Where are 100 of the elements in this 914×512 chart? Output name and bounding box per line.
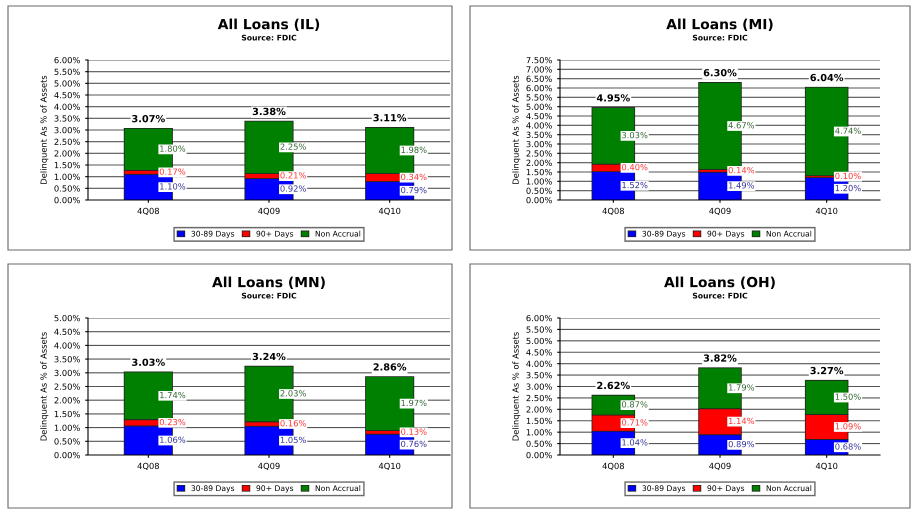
- data-label: 3.03%: [622, 132, 648, 138]
- data-label: 1.74%: [160, 392, 186, 398]
- y-tick-label: 3.50%: [54, 356, 80, 362]
- y-tick-label: 2.00%: [54, 397, 80, 404]
- data-label: 0.68%: [835, 443, 861, 450]
- y-tick-label: 4.50%: [526, 112, 552, 120]
- y-tick-label: 5.00%: [54, 80, 80, 87]
- y-tick-label: 2.00%: [54, 150, 80, 157]
- y-tick-label: 2.50%: [526, 150, 552, 157]
- y-axis-title: Delinquent As % of Assets: [40, 76, 48, 184]
- data-label: 0.10%: [835, 172, 861, 180]
- y-tick-label: 3.00%: [526, 383, 552, 390]
- data-label: 0.21%: [280, 172, 306, 178]
- data-label: 4.74%: [835, 128, 861, 134]
- data-label: 0.17%: [160, 168, 186, 175]
- y-tick-label: 5.50%: [526, 326, 552, 333]
- data-label: 1.05%: [280, 436, 306, 444]
- total-label: 3.07%: [132, 114, 165, 122]
- y-tick-label: 5.00%: [526, 338, 552, 344]
- x-tick-label: 4Q09: [258, 462, 280, 470]
- y-tick-label: 0.00%: [54, 196, 80, 204]
- y-tick-label: 7.50%: [526, 56, 552, 64]
- data-label: 1.79%: [729, 384, 754, 391]
- x-tick-label: 4Q09: [709, 208, 731, 216]
- y-tick-label: 5.50%: [54, 68, 80, 75]
- x-tick-label: 4Q10: [378, 462, 400, 470]
- data-label: 0.79%: [401, 186, 427, 194]
- chart-title: All Loans (OH): [664, 276, 775, 289]
- total-label: 3.27%: [810, 366, 844, 374]
- y-tick-label: 1.50%: [54, 410, 80, 418]
- y-tick-label: 0.50%: [526, 440, 552, 447]
- data-label: 0.16%: [280, 420, 306, 426]
- y-tick-label: 0.50%: [54, 438, 80, 445]
- x-tick-label: 4Q10: [816, 462, 838, 470]
- total-label: 3.82%: [704, 354, 737, 362]
- total-label: 3.24%: [252, 352, 286, 360]
- y-tick-label: 4.50%: [54, 92, 80, 98]
- y-tick-label: 4.00%: [54, 342, 80, 349]
- x-tick-label: 4Q09: [709, 462, 731, 470]
- data-label: 0.87%: [622, 401, 648, 408]
- data-label: 1.80%: [160, 145, 186, 152]
- y-axis-title: Delinquent As % of Assets: [40, 332, 48, 440]
- y-tick-label: 6.00%: [526, 84, 552, 92]
- data-label: 1.04%: [622, 439, 648, 446]
- chart-title: All Loans (IL): [218, 18, 320, 31]
- y-tick-label: 3.00%: [54, 126, 80, 134]
- y-tick-label: 3.50%: [526, 132, 552, 138]
- data-label: 1.97%: [401, 400, 427, 406]
- y-tick-label: 3.00%: [526, 140, 552, 148]
- y-tick-label: 1.00%: [54, 174, 80, 180]
- y-tick-label: 6.00%: [54, 56, 80, 64]
- y-tick-label: 1.00%: [526, 178, 552, 185]
- data-label: 0.23%: [160, 418, 186, 426]
- y-tick-label: 1.00%: [526, 429, 552, 436]
- data-label: 0.14%: [728, 166, 754, 174]
- total-label: 2.86%: [374, 363, 406, 371]
- y-tick-label: 3.50%: [526, 372, 552, 378]
- data-label: 0.76%: [401, 440, 427, 448]
- data-label: 1.10%: [160, 183, 186, 190]
- y-tick-label: 5.00%: [526, 104, 552, 110]
- chart-title: All Loans (MN): [212, 276, 325, 289]
- total-label: 3.38%: [252, 108, 286, 116]
- y-tick-label: 2.00%: [526, 406, 552, 413]
- y-tick-label: 0.00%: [54, 452, 80, 458]
- y-tick-label: 4.00%: [526, 122, 552, 129]
- y-tick-label: 0.50%: [54, 185, 80, 192]
- data-label: 1.06%: [160, 436, 186, 443]
- y-tick-label: 5.00%: [54, 314, 80, 322]
- total-label: 3.03%: [132, 358, 165, 366]
- y-tick-label: 1.50%: [526, 168, 552, 176]
- total-label: 6.04%: [810, 74, 844, 82]
- data-label: 2.03%: [280, 390, 306, 396]
- data-label: 1.98%: [401, 146, 427, 153]
- data-label: 1.52%: [622, 182, 648, 188]
- y-tick-label: 0.00%: [526, 452, 552, 458]
- y-tick-label: 1.50%: [54, 162, 80, 168]
- x-tick-label: 4Q10: [378, 208, 400, 216]
- y-tick-label: 7.00%: [526, 66, 552, 73]
- y-tick-label: 3.00%: [54, 370, 80, 376]
- y-tick-label: 2.00%: [526, 160, 552, 166]
- data-label: 0.40%: [622, 164, 648, 170]
- data-label: 1.20%: [836, 184, 861, 192]
- y-axis-title: Delinquent As % of Assets: [512, 76, 520, 184]
- y-tick-label: 1.50%: [526, 418, 552, 424]
- y-tick-label: 4.00%: [54, 104, 80, 110]
- y-tick-label: 2.50%: [54, 383, 80, 390]
- x-tick-label: 4Q09: [258, 208, 280, 216]
- y-tick-label: 4.50%: [526, 349, 552, 356]
- data-label: 0.92%: [280, 185, 306, 192]
- x-tick-label: 4Q08: [602, 208, 624, 216]
- total-label: 6.30%: [704, 68, 737, 76]
- total-label: 2.62%: [597, 382, 630, 390]
- total-label: 3.11%: [373, 114, 406, 122]
- chart-title: All Loans (MI): [666, 18, 773, 31]
- y-axis-title: Delinquent As % of Assets: [512, 332, 520, 440]
- y-tick-label: 0.50%: [526, 188, 552, 194]
- data-label: 2.25%: [280, 144, 306, 150]
- data-label: 1.50%: [836, 394, 861, 400]
- y-tick-label: 5.50%: [526, 94, 552, 101]
- y-tick-label: 4.50%: [54, 328, 80, 335]
